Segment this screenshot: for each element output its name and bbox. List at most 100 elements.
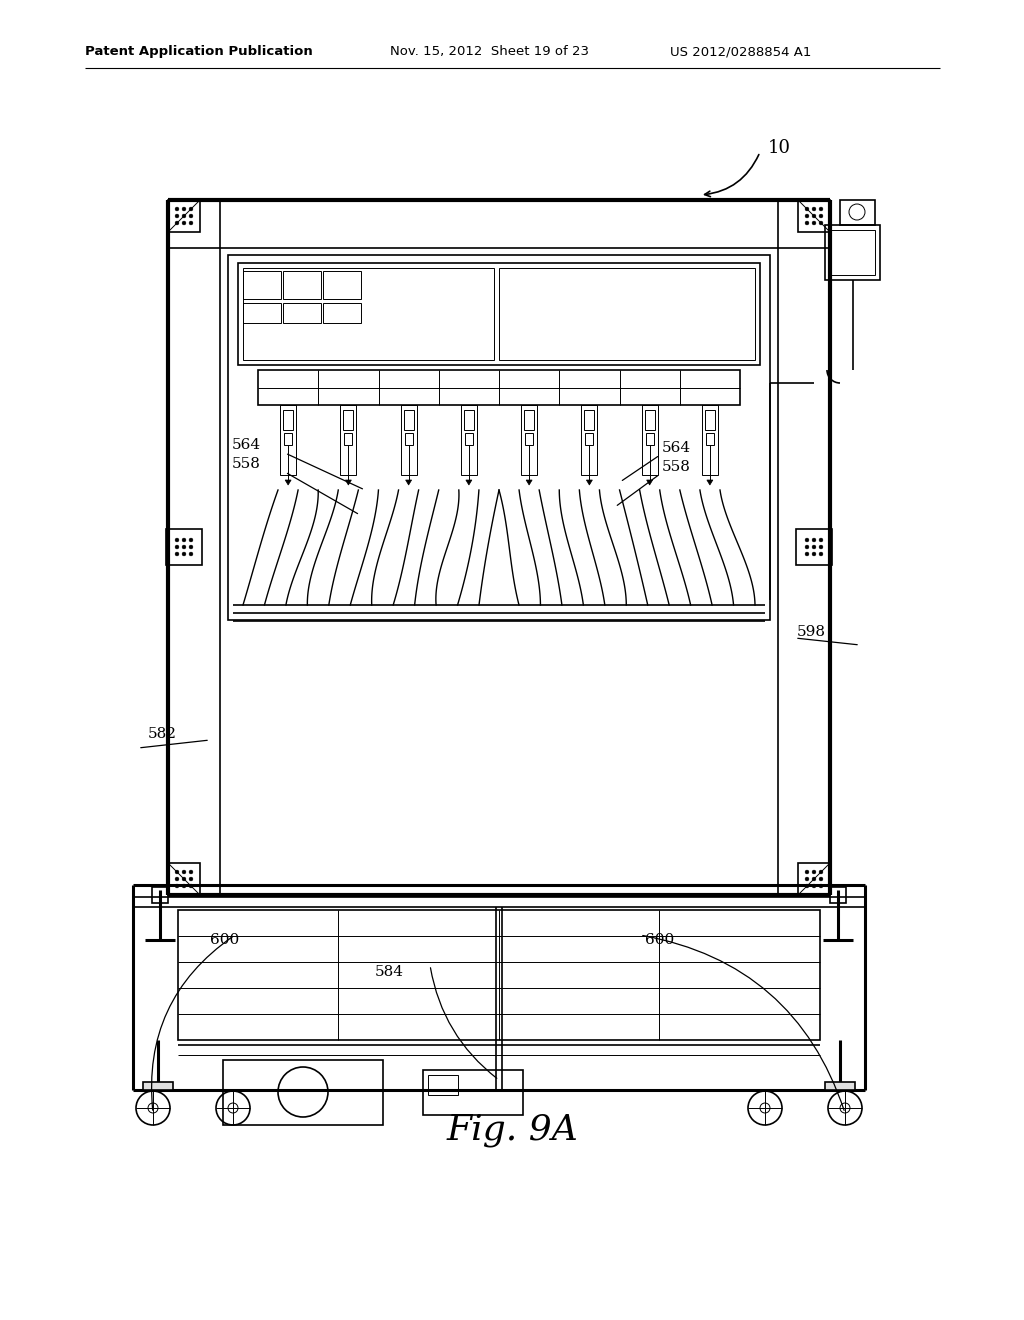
Bar bbox=[825, 224, 880, 280]
Circle shape bbox=[812, 878, 816, 880]
Bar bbox=[343, 411, 353, 430]
Circle shape bbox=[175, 552, 179, 556]
Bar bbox=[423, 1071, 523, 1115]
Bar bbox=[499, 268, 755, 360]
Circle shape bbox=[182, 207, 185, 211]
Bar bbox=[701, 405, 718, 475]
Bar bbox=[243, 304, 281, 323]
Bar bbox=[830, 230, 874, 275]
Bar bbox=[340, 405, 356, 475]
Circle shape bbox=[812, 884, 816, 888]
Circle shape bbox=[812, 545, 816, 549]
Circle shape bbox=[805, 222, 809, 224]
Circle shape bbox=[819, 539, 823, 541]
Circle shape bbox=[812, 214, 816, 218]
Bar bbox=[586, 433, 593, 445]
Bar bbox=[798, 863, 830, 895]
Circle shape bbox=[175, 878, 179, 880]
Bar bbox=[642, 405, 657, 475]
Polygon shape bbox=[707, 480, 713, 484]
Circle shape bbox=[805, 545, 809, 549]
Bar bbox=[796, 529, 831, 565]
Bar bbox=[825, 1082, 855, 1090]
Bar bbox=[258, 370, 740, 405]
Text: 600: 600 bbox=[645, 933, 674, 946]
Bar bbox=[168, 201, 200, 232]
Circle shape bbox=[175, 870, 179, 874]
Circle shape bbox=[189, 552, 193, 556]
Circle shape bbox=[805, 878, 809, 880]
Bar bbox=[585, 411, 594, 430]
Text: 584: 584 bbox=[375, 965, 404, 979]
Circle shape bbox=[805, 884, 809, 888]
Text: 564: 564 bbox=[232, 438, 261, 451]
Circle shape bbox=[819, 878, 823, 880]
Bar bbox=[243, 268, 494, 360]
Circle shape bbox=[182, 545, 185, 549]
Polygon shape bbox=[466, 480, 472, 484]
Circle shape bbox=[819, 870, 823, 874]
Text: 564: 564 bbox=[662, 441, 691, 455]
Bar bbox=[830, 887, 846, 903]
Polygon shape bbox=[285, 480, 291, 484]
Circle shape bbox=[189, 222, 193, 224]
Bar bbox=[840, 201, 874, 224]
Circle shape bbox=[819, 552, 823, 556]
Bar bbox=[521, 405, 538, 475]
Circle shape bbox=[175, 207, 179, 211]
Text: Fig. 9A: Fig. 9A bbox=[446, 1113, 578, 1147]
Bar bbox=[344, 433, 352, 445]
Bar bbox=[243, 271, 281, 300]
Text: 558: 558 bbox=[662, 459, 691, 474]
Circle shape bbox=[182, 222, 185, 224]
Bar bbox=[465, 433, 473, 445]
Bar bbox=[152, 887, 168, 903]
Circle shape bbox=[182, 552, 185, 556]
Bar bbox=[582, 405, 597, 475]
Bar bbox=[525, 433, 534, 445]
Polygon shape bbox=[526, 480, 532, 484]
Bar bbox=[464, 411, 474, 430]
Bar bbox=[403, 411, 414, 430]
Bar bbox=[228, 255, 770, 620]
Bar bbox=[283, 411, 293, 430]
Text: 582: 582 bbox=[148, 727, 177, 741]
Circle shape bbox=[812, 539, 816, 541]
Bar bbox=[238, 263, 760, 366]
Bar bbox=[284, 433, 292, 445]
Bar bbox=[524, 411, 535, 430]
Circle shape bbox=[819, 214, 823, 218]
Bar bbox=[178, 909, 820, 1040]
Circle shape bbox=[182, 878, 185, 880]
Circle shape bbox=[175, 222, 179, 224]
Polygon shape bbox=[646, 480, 652, 484]
Bar bbox=[283, 271, 321, 300]
Circle shape bbox=[805, 870, 809, 874]
Bar bbox=[400, 405, 417, 475]
Circle shape bbox=[805, 539, 809, 541]
Circle shape bbox=[189, 539, 193, 541]
Polygon shape bbox=[345, 480, 351, 484]
Circle shape bbox=[812, 552, 816, 556]
Circle shape bbox=[189, 878, 193, 880]
Circle shape bbox=[182, 539, 185, 541]
Circle shape bbox=[819, 207, 823, 211]
Circle shape bbox=[189, 884, 193, 888]
Circle shape bbox=[819, 545, 823, 549]
Bar bbox=[798, 201, 830, 232]
Bar bbox=[404, 433, 413, 445]
Text: 10: 10 bbox=[768, 139, 791, 157]
Bar bbox=[166, 529, 202, 565]
Bar bbox=[706, 433, 714, 445]
Bar bbox=[461, 405, 477, 475]
Bar bbox=[283, 304, 321, 323]
Bar bbox=[645, 411, 654, 430]
Bar bbox=[281, 405, 296, 475]
Circle shape bbox=[175, 214, 179, 218]
Circle shape bbox=[182, 214, 185, 218]
Bar bbox=[428, 1074, 458, 1096]
Bar bbox=[645, 433, 653, 445]
Circle shape bbox=[189, 214, 193, 218]
Text: 600: 600 bbox=[210, 933, 240, 946]
Bar bbox=[705, 411, 715, 430]
